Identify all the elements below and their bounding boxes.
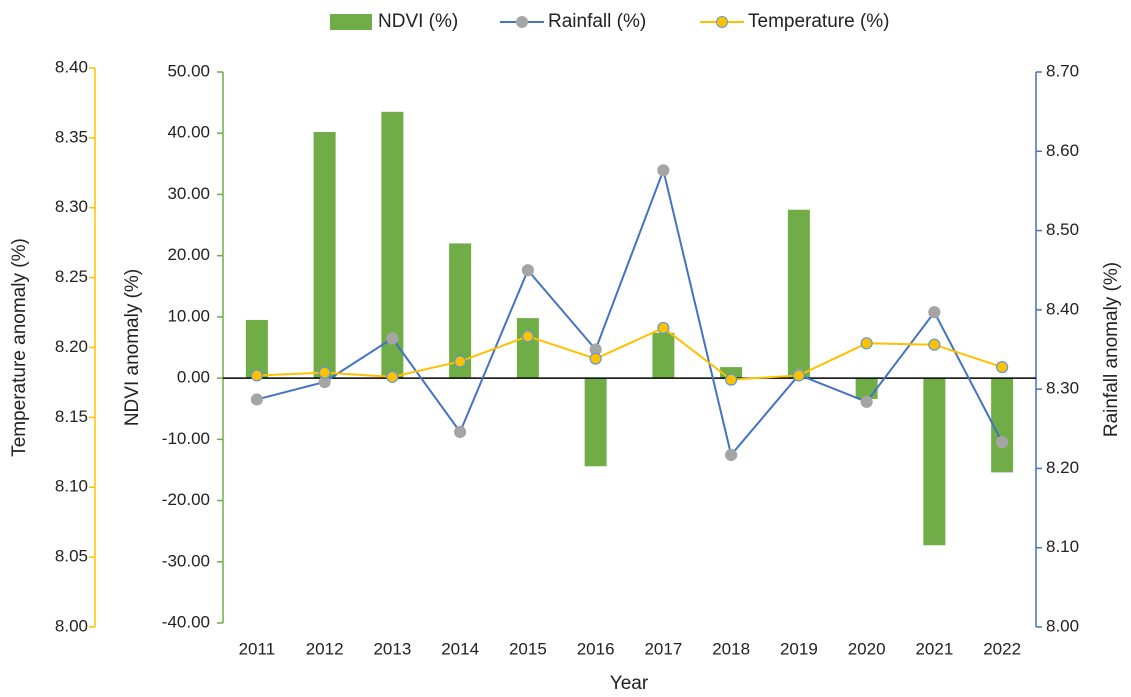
tick-label: 8.25 (55, 267, 88, 286)
marker (725, 448, 738, 462)
tick-label: 8.20 (1046, 458, 1079, 477)
axis-title: Temperature anomaly (%) (9, 238, 30, 457)
bar (313, 131, 336, 379)
tick-label: 50.00 (167, 61, 210, 80)
tick-label: 8.70 (1046, 61, 1079, 80)
bar (787, 209, 810, 379)
x-tick-label: 2011 (239, 639, 276, 658)
axis-title: Rainfall anomaly (%) (1101, 262, 1122, 437)
bar (923, 378, 946, 546)
tick-label: 0.00 (177, 368, 210, 387)
x-axis-title: Year (610, 673, 649, 694)
marker (250, 369, 263, 382)
legend-marker (516, 16, 528, 28)
tick-label: -30.00 (162, 551, 210, 570)
marker (454, 355, 467, 368)
tick-label: 8.60 (1046, 141, 1079, 160)
marker (454, 425, 467, 439)
marker (725, 373, 738, 386)
tick-label: 40.00 (167, 123, 210, 142)
marker (386, 332, 399, 345)
x-tick-label: 2012 (306, 639, 344, 658)
legend-label: Rainfall (%) (548, 11, 646, 32)
marker (589, 352, 602, 365)
marker (860, 395, 873, 408)
x-tick-label: 2019 (780, 639, 818, 658)
bar (381, 111, 404, 379)
bar (245, 319, 268, 379)
legend-label: NDVI (%) (378, 11, 458, 32)
tick-label: 8.20 (55, 337, 88, 356)
tick-label: -10.00 (162, 429, 210, 448)
tick-label: 8.30 (55, 197, 88, 216)
tick-label: 8.00 (1046, 616, 1079, 635)
axis-title: NDVI anomaly (%) (122, 269, 143, 426)
x-tick-label: 2014 (441, 639, 479, 658)
tick-label: 10.00 (167, 306, 210, 325)
tick-label: 8.10 (55, 477, 88, 496)
tick-label: 20.00 (167, 245, 210, 264)
line (256, 166, 1004, 458)
x-tick-label: 2018 (712, 639, 750, 658)
marker (250, 393, 263, 406)
bar (991, 378, 1014, 473)
tick-label: 8.40 (1046, 299, 1079, 318)
bar (449, 243, 472, 379)
marker (386, 370, 399, 383)
marker (996, 360, 1009, 374)
x-tick-label: 2015 (509, 639, 547, 658)
bar (652, 332, 675, 379)
line (256, 326, 1003, 381)
tick-label: 8.10 (1046, 537, 1079, 556)
marker (318, 366, 331, 379)
marker (928, 306, 941, 319)
tick-label: 8.30 (1046, 379, 1079, 398)
marker (657, 321, 670, 335)
tick-label: 8.15 (55, 407, 88, 426)
marker (521, 264, 534, 277)
bar (516, 318, 539, 379)
x-tick-label: 2021 (915, 639, 953, 658)
legend-swatch (330, 14, 372, 30)
tick-label: -40.00 (162, 612, 210, 631)
marker (928, 338, 941, 351)
tick-label: 30.00 (167, 184, 210, 203)
x-tick-label: 2022 (983, 639, 1021, 658)
legend-marker (716, 16, 728, 28)
x-tick-label: 2020 (848, 639, 886, 658)
marker (996, 436, 1009, 449)
tick-label: -20.00 (162, 490, 210, 509)
marker (521, 330, 534, 343)
tick-label: 8.05 (55, 547, 88, 566)
x-tick-label: 2017 (644, 639, 682, 658)
marker (657, 164, 670, 177)
bar (584, 378, 607, 467)
marker (792, 369, 805, 382)
tick-label: 8.35 (55, 127, 88, 146)
tick-label: 8.40 (55, 57, 88, 76)
tick-label: 8.50 (1046, 220, 1079, 239)
bar (720, 367, 743, 379)
x-tick-label: 2013 (373, 639, 411, 658)
legend-label: Temperature (%) (748, 11, 890, 32)
tick-label: 8.00 (55, 616, 88, 635)
marker (860, 337, 873, 350)
x-tick-label: 2016 (577, 639, 615, 658)
